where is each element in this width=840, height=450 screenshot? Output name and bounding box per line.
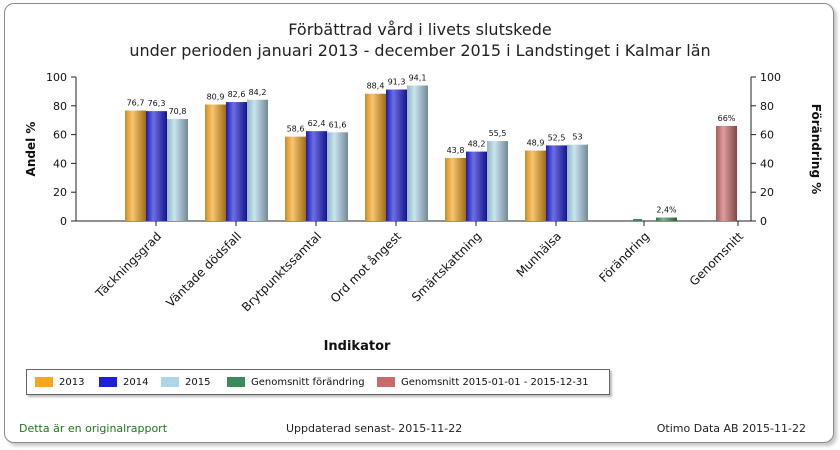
bar-value-label: 53 [572, 133, 582, 142]
copyright-note: Otimo Data AB 2015-11-22 [656, 422, 806, 435]
legend-swatch [99, 377, 117, 387]
bar-value-label: 76,3 [148, 99, 166, 108]
y-tick-label: 0 [60, 215, 67, 228]
legend-label: 2014 [123, 376, 149, 388]
x-tick-label: Smärtskattning [409, 229, 484, 304]
bar-value-label: 62,4 [308, 119, 326, 128]
x-tick-label: Genomsnitt [687, 229, 747, 289]
legend-item: 2015 [161, 376, 210, 388]
bar [445, 157, 466, 221]
bar [656, 217, 677, 221]
bar [327, 132, 348, 221]
bar [306, 131, 327, 221]
y-tick-label: 60 [53, 129, 67, 142]
legend-item: Genomsnitt förändring [227, 376, 365, 388]
bar [125, 110, 146, 221]
x-axis-title: Indikator [324, 339, 391, 354]
bar [466, 151, 487, 221]
bar [487, 141, 508, 221]
bar-value-label: 88,4 [367, 82, 385, 91]
y-axis-title-right: Förändring % [809, 104, 823, 194]
y-tick-label: 40 [53, 157, 67, 170]
bar [226, 102, 247, 221]
bar [146, 111, 167, 221]
bar [205, 104, 226, 221]
x-tick-label: Munhälsa [514, 229, 565, 280]
legend-swatch [161, 377, 179, 387]
y-tick-label-right: 60 [760, 129, 774, 142]
legend-swatch [35, 377, 53, 387]
bar-value-label: 80,9 [207, 93, 225, 102]
original-report-note: Detta är en originalrapport [19, 422, 168, 435]
y-tick-label: 100 [46, 71, 67, 84]
bar-value-label: 61,6 [329, 120, 347, 129]
legend-label: 2015 [185, 376, 211, 388]
x-tick-label: Täckningsgrad [92, 229, 164, 301]
updated-date: Uppdaterad senast- 2015-11-22 [286, 422, 463, 435]
y-tick-label: 80 [53, 100, 67, 113]
bar-value-label: 70,8 [169, 107, 187, 116]
bar [247, 99, 268, 221]
x-tick-label: Förändring [596, 229, 652, 285]
legend: 2013 2014 2015 Genomsnitt förändring Genomsn… [26, 369, 610, 395]
legend-item: 2014 [99, 376, 148, 388]
bar-value-label: 94,1 [409, 73, 427, 82]
bar [386, 89, 407, 221]
bar [167, 119, 188, 221]
y-tick-label-right: 0 [760, 215, 767, 228]
bar-value-label: 48,9 [527, 139, 545, 148]
bar-value-label: 43,8 [447, 146, 465, 155]
bar [285, 136, 306, 221]
bar [546, 145, 567, 221]
x-tick-label: Väntade dödsfall [163, 229, 244, 310]
legend-item: 2013 [35, 376, 84, 388]
x-tick-label: Ord mot ångest [328, 229, 405, 306]
bar-value-label: 82,6 [228, 90, 246, 99]
bar [525, 150, 546, 221]
x-tick-label: Brytpunktssamtal [239, 229, 324, 314]
bar-value-label: 76,7 [127, 99, 145, 108]
bar-value-label: 84,2 [249, 88, 267, 97]
legend-item: Genomsnitt 2015-01-01 - 2015-12-31 [377, 376, 589, 388]
y-axis-title: Andel % [24, 122, 38, 177]
bar-value-label: 2,4% [656, 206, 677, 215]
bar [567, 144, 588, 221]
legend-label: Genomsnitt förändring [251, 376, 365, 388]
y-tick-label-right: 100 [760, 71, 781, 84]
legend-swatch [227, 377, 245, 387]
bar-value-label: 58,6 [287, 125, 305, 134]
chart-subtitle: under perioden januari 2013 - december 2… [129, 41, 711, 60]
bar [407, 85, 428, 221]
y-tick-label-right: 20 [760, 186, 774, 199]
bar-value-label: 55,5 [489, 129, 507, 138]
bar-value-label: 66% [718, 114, 736, 123]
y-tick-label: 20 [53, 186, 67, 199]
bar [365, 93, 386, 221]
y-tick-label-right: 40 [760, 157, 774, 170]
bar-value-label: 52,5 [548, 133, 566, 142]
bar-value-label: 48,2 [468, 140, 486, 149]
bar-value-label: 91,3 [388, 78, 406, 87]
legend-label: 2013 [59, 376, 85, 388]
legend-label: Genomsnitt 2015-01-01 - 2015-12-31 [401, 376, 589, 388]
y-tick-label-right: 80 [760, 100, 774, 113]
bar [716, 125, 737, 221]
legend-swatch [377, 377, 395, 387]
chart-title: Förbättrad vård i livets slutskede [288, 20, 552, 39]
